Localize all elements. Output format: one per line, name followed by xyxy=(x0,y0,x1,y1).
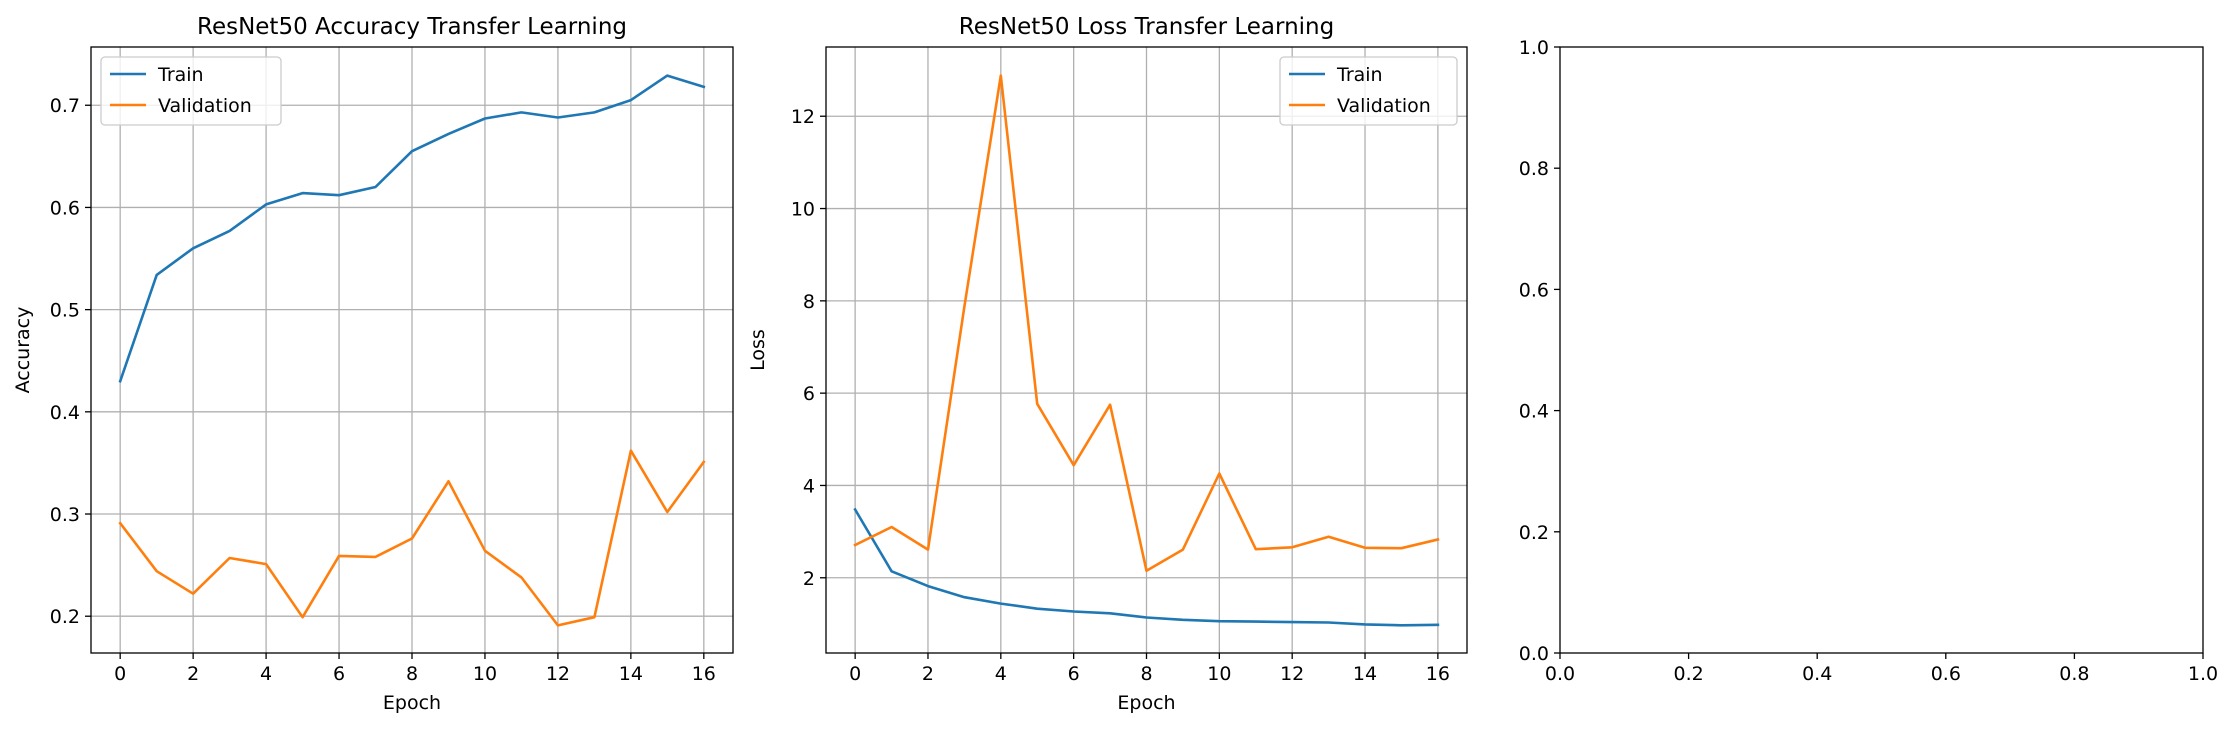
chart-title: ResNet50 Accuracy Transfer Learning xyxy=(197,14,627,40)
y-tick-label: 12 xyxy=(791,106,815,128)
x-axis-label: Epoch xyxy=(383,692,441,714)
x-tick-label: 0.0 xyxy=(1545,663,1575,685)
x-tick-label: 14 xyxy=(619,663,643,685)
y-tick-label: 0.3 xyxy=(50,504,80,526)
y-tick-label: 0.7 xyxy=(50,95,80,117)
y-axis-label: Loss xyxy=(747,329,769,371)
y-tick-label: 0.8 xyxy=(1519,158,1549,180)
y-tick-label: 4 xyxy=(803,475,815,497)
y-tick-label: 8 xyxy=(803,291,815,313)
x-tick-label: 1.0 xyxy=(2188,663,2218,685)
chart-panel-0: 0 2 4 6 8 10 12 14 16 0.2 0.3 0.4 0.5 0.6 0.7 ResNet50 … xyxy=(12,14,734,714)
y-tick-label: 6 xyxy=(803,383,815,405)
y-tick-label: 1.0 xyxy=(1519,37,1549,59)
series-line-train xyxy=(853,507,1440,627)
x-tick-label: 10 xyxy=(473,663,497,685)
x-tick-label: 8 xyxy=(1140,663,1152,685)
x-tick-label: 14 xyxy=(1353,663,1377,685)
y-tick-label: 2 xyxy=(803,568,815,590)
y-tick-label: 10 xyxy=(791,199,815,221)
chart-panel-2: 0.0 0.2 0.4 0.6 0.8 1.0 0.0 0.2 0.4 0.6 0.8 1.0 xyxy=(1519,37,2218,685)
legend-label: Validation xyxy=(1337,95,1431,117)
x-tick-label: 16 xyxy=(692,663,716,685)
y-tick-label: 0.2 xyxy=(1519,522,1549,544)
y-tick-label: 0.6 xyxy=(50,197,80,219)
x-tick-label: 6 xyxy=(1068,663,1080,685)
x-tick-label: 0.8 xyxy=(2059,663,2089,685)
series-line-validation xyxy=(853,74,1440,573)
chart-title: ResNet50 Loss Transfer Learning xyxy=(959,14,1334,40)
x-tick-label: 0.4 xyxy=(1802,663,1832,685)
x-tick-label: 10 xyxy=(1207,663,1231,685)
x-tick-label: 0.2 xyxy=(1673,663,1703,685)
y-tick-label: 0.0 xyxy=(1519,643,1549,665)
legend: Train Validation xyxy=(100,56,282,126)
series-line-validation xyxy=(118,449,706,627)
x-tick-label: 0 xyxy=(114,663,126,685)
x-tick-label: 12 xyxy=(546,663,570,685)
x-tick-label: 4 xyxy=(260,663,272,685)
axes-frame xyxy=(1559,46,2204,654)
series-line-train xyxy=(118,74,706,383)
x-tick-label: 16 xyxy=(1426,663,1450,685)
x-tick-label: 2 xyxy=(922,663,934,685)
legend-label: Train xyxy=(1336,64,1383,86)
legend-label: Validation xyxy=(158,95,252,117)
x-tick-label: 0.6 xyxy=(1931,663,1961,685)
x-tick-label: 8 xyxy=(406,663,418,685)
y-tick-label: 0.5 xyxy=(50,300,80,322)
y-tick-label: 0.4 xyxy=(50,402,80,424)
y-tick-label: 0.6 xyxy=(1519,279,1549,301)
x-tick-label: 2 xyxy=(187,663,199,685)
legend-label: Train xyxy=(157,64,204,86)
x-tick-label: 4 xyxy=(995,663,1007,685)
x-tick-label: 0 xyxy=(849,663,861,685)
x-tick-label: 12 xyxy=(1280,663,1304,685)
y-tick-label: 0.4 xyxy=(1519,401,1549,423)
y-tick-label: 0.2 xyxy=(50,606,80,628)
legend: Train Validation xyxy=(1279,56,1458,126)
x-axis-label: Epoch xyxy=(1117,692,1175,714)
y-axis-label: Accuracy xyxy=(12,307,34,394)
chart-panel-1: 0 2 4 6 8 10 12 14 16 2 4 6 8 10 12 ResNet50 Loss Trans… xyxy=(747,14,1468,714)
x-tick-label: 6 xyxy=(333,663,345,685)
